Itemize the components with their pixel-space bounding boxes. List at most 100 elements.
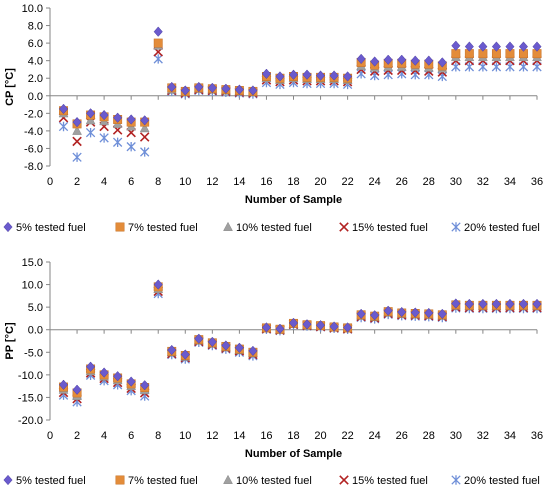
x-tick-label: 20	[314, 430, 326, 442]
y-tick-label: -20.0	[18, 415, 43, 427]
legend-marker	[223, 221, 233, 231]
legend: 5% tested fuel 7% tested fuel 10% tested f…	[3, 221, 540, 234]
data-point	[410, 307, 420, 318]
legend-marker	[451, 475, 461, 485]
data-point	[126, 376, 136, 387]
x-axis-title: Number of Sample	[245, 448, 342, 460]
data-point	[140, 147, 150, 157]
y-tick-label: -15.0	[18, 392, 43, 404]
data-point	[153, 279, 163, 290]
data-point	[370, 56, 380, 67]
data-point	[478, 41, 488, 52]
x-tick-label: 34	[504, 430, 516, 442]
data-point	[491, 41, 501, 52]
data-point	[207, 336, 217, 348]
x-tick-label: 28	[423, 430, 435, 442]
x-tick-label: 6	[128, 430, 134, 442]
data-point	[221, 83, 231, 94]
x-tick-label: 36	[531, 176, 543, 188]
data-point	[58, 379, 69, 390]
data-point	[72, 125, 82, 135]
data-point	[370, 70, 380, 81]
data-point	[397, 54, 407, 65]
y-axis-title: PP [°C]	[4, 322, 16, 360]
data-point	[383, 54, 393, 65]
y-tick-label: 10.0	[22, 280, 43, 292]
data-point	[464, 298, 474, 310]
data-point	[437, 57, 447, 68]
data-point	[478, 298, 488, 310]
data-point	[86, 108, 96, 119]
data-point	[180, 349, 190, 360]
data-point	[316, 70, 326, 81]
data-point	[99, 109, 109, 121]
data-point	[343, 322, 353, 333]
legend-item-label: 10% tested fuel	[236, 222, 312, 234]
legend-marker	[223, 474, 233, 484]
data-point	[194, 333, 204, 344]
series-1	[58, 26, 542, 128]
y-axis-title: CP [°C]	[4, 68, 16, 106]
x-tick-label: 24	[369, 430, 381, 442]
data-point	[424, 307, 434, 319]
data-point	[207, 82, 217, 94]
data-point	[167, 81, 177, 93]
data-point	[410, 55, 420, 66]
x-tick-label: 34	[504, 176, 516, 188]
legend-marker	[115, 475, 125, 485]
legend-item-label: 7% tested fuel	[128, 475, 198, 487]
x-tick-label: 16	[260, 176, 272, 188]
x-tick-label: 12	[206, 430, 218, 442]
x-tick-label: 0	[47, 430, 53, 442]
x-tick-label: 18	[287, 430, 299, 442]
x-tick-label: 28	[423, 176, 435, 188]
data-point	[139, 123, 150, 133]
legend-marker	[339, 222, 349, 232]
data-point	[99, 133, 109, 143]
data-point	[532, 298, 542, 310]
data-point	[167, 344, 177, 356]
x-tick-label: 4	[101, 176, 107, 188]
legend-marker	[115, 222, 125, 232]
legend-marker	[339, 475, 349, 485]
x-tick-label: 4	[101, 430, 107, 442]
data-point	[140, 115, 150, 126]
x-tick-label: 22	[341, 176, 353, 188]
data-point	[140, 380, 150, 391]
x-tick-label: 18	[287, 176, 299, 188]
x-tick-label: 14	[233, 430, 245, 442]
x-tick-label: 32	[477, 176, 489, 188]
x-tick-label: 16	[260, 430, 272, 442]
data-point	[383, 305, 393, 316]
cp-chart: -8.0-6.0-4.0-2.00.02.04.06.08.010.00 2 4 6 8…	[3, 3, 543, 234]
legend-item-label: 20% tested fuel	[464, 222, 540, 234]
legend-item-label: 20% tested fuel	[464, 475, 540, 487]
x-tick-label: 32	[477, 430, 489, 442]
data-point	[139, 132, 150, 142]
data-point	[153, 26, 163, 37]
data-point	[288, 69, 299, 80]
legend-item-label: 5% tested fuel	[16, 222, 86, 234]
data-point	[329, 70, 339, 81]
data-point	[505, 41, 515, 52]
data-point	[112, 137, 123, 147]
legend-item-label: 5% tested fuel	[16, 475, 86, 487]
x-tick-label: 8	[155, 430, 161, 442]
legend-marker	[3, 221, 13, 233]
y-tick-label: -8.0	[24, 161, 43, 173]
y-tick-label: 15.0	[22, 257, 43, 269]
data-point	[316, 320, 326, 331]
data-point	[343, 71, 353, 82]
x-tick-label: 8	[155, 176, 161, 188]
data-point	[275, 323, 285, 334]
x-tick-label: 24	[369, 176, 381, 188]
y-tick-label: 2.0	[28, 73, 43, 85]
x-tick-label: 30	[450, 430, 462, 442]
x-axis-title: Number of Sample	[245, 194, 342, 206]
data-point	[437, 71, 447, 82]
data-point	[464, 41, 474, 52]
legend: 5% tested fuel 7% tested fuel 10% tested f…	[3, 474, 540, 487]
legend-marker	[451, 222, 461, 232]
